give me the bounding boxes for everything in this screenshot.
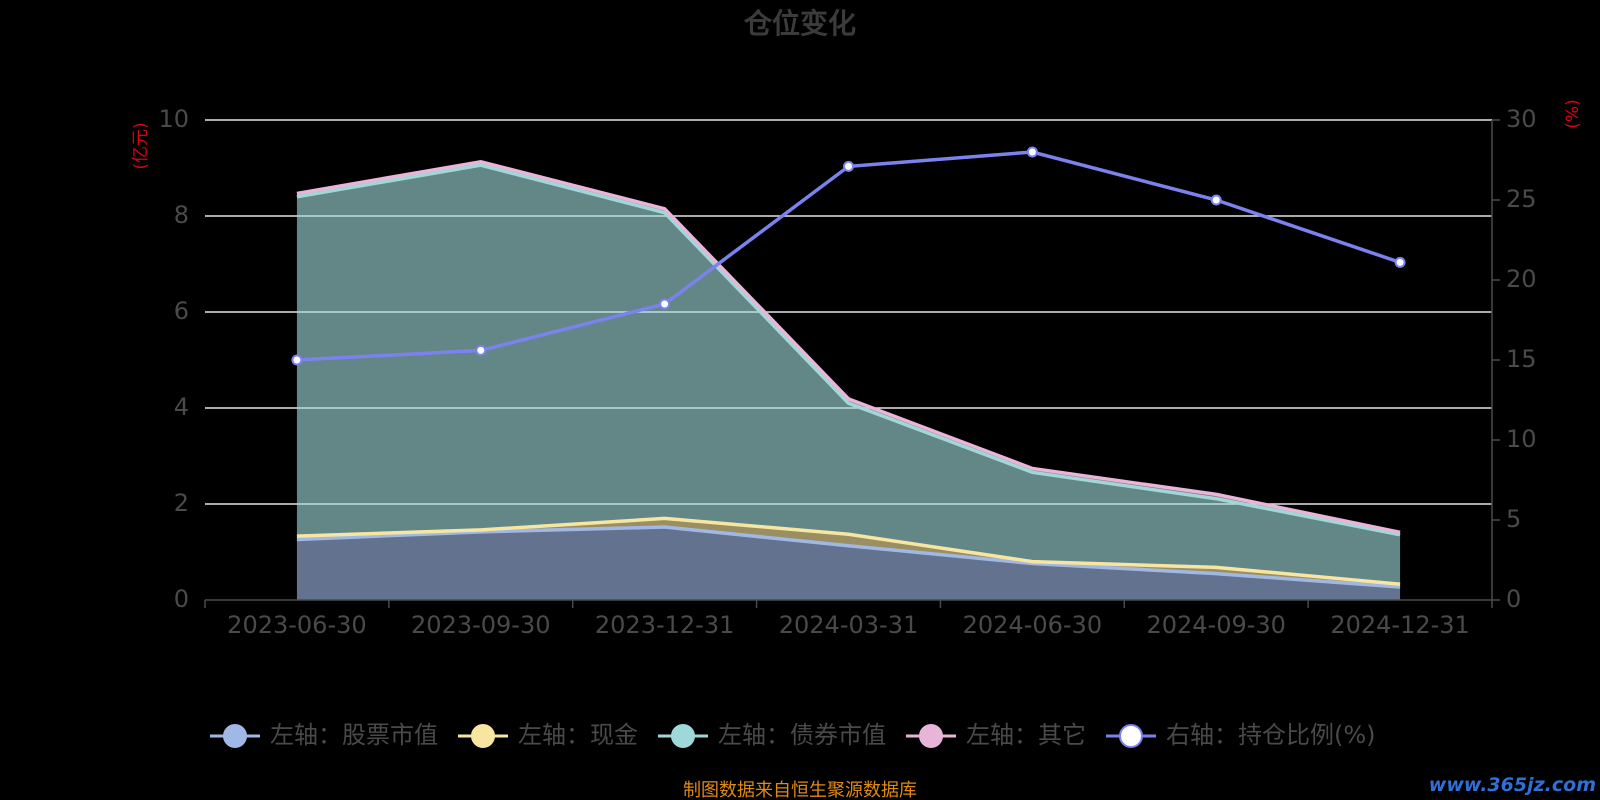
site-watermark: www.365jz.com <box>1429 774 1596 796</box>
legend-item[interactable]: 左轴：债券市值 <box>658 721 886 749</box>
x-tick-label: 2024-06-30 <box>963 611 1102 639</box>
legend-marker-icon <box>919 724 943 748</box>
x-tick-label: 2023-12-31 <box>595 611 734 639</box>
ratio-point <box>843 160 854 172</box>
right-tick-label: 20 <box>1506 265 1537 293</box>
legend-label: 左轴：股票市值 <box>270 721 438 749</box>
legend-item[interactable]: 右轴：持仓比例(%) <box>1106 721 1376 749</box>
ratio-point <box>659 298 671 310</box>
right-tick-label: 0 <box>1506 585 1521 613</box>
right-tick-label: 30 <box>1506 105 1537 133</box>
right-tick-label: 10 <box>1506 425 1537 453</box>
axes: 0 2 4 6 8 10 0 5 10 15 20 25 30 2023-06-30 2023-09-30 2… <box>158 105 1536 639</box>
stacked-areas <box>296 159 1401 600</box>
area-左轴：债券市值 <box>296 165 1401 585</box>
ratio-point <box>291 354 303 366</box>
legend-marker-icon <box>1119 724 1143 748</box>
right-tick-label: 5 <box>1506 505 1521 533</box>
x-tick-label: 2024-03-31 <box>779 611 918 639</box>
area-edge-左轴：债券市值 <box>296 163 1401 537</box>
right-tick-label: 15 <box>1506 345 1537 373</box>
left-tick-label: 0 <box>174 585 189 613</box>
left-tick-label: 4 <box>174 393 189 421</box>
ratio-point <box>1210 194 1222 206</box>
right-axis-unit: (%) <box>1563 99 1583 128</box>
area-左轴：股票市值 <box>296 527 1401 600</box>
legend-label: 左轴：现金 <box>518 721 638 749</box>
legend-item[interactable]: 左轴：其它 <box>906 721 1086 749</box>
ratio-point <box>475 344 487 356</box>
legend-item[interactable]: 左轴：股票市值 <box>210 721 438 749</box>
holding-ratio-line <box>291 146 1406 366</box>
legend-label: 左轴：债券市值 <box>718 721 886 749</box>
chart-title: 仓位变化 <box>744 7 856 40</box>
x-tick-label: 2023-09-30 <box>411 611 550 639</box>
x-tick-label: 2024-09-30 <box>1146 611 1285 639</box>
legend-marker-icon <box>471 724 495 748</box>
area-edge-左轴：其它 <box>296 159 1401 535</box>
legend-marker-icon <box>671 724 695 748</box>
x-tick-label: 2023-06-30 <box>227 611 366 639</box>
data-source-note: 制图数据来自恒生聚源数据库 <box>683 780 917 800</box>
ratio-point <box>1026 146 1038 158</box>
ratio-point <box>1394 256 1406 268</box>
left-tick-label: 6 <box>174 297 189 325</box>
area-edge-左轴：现金 <box>296 516 1401 586</box>
left-axis-unit: (亿元) <box>131 122 151 169</box>
left-tick-label: 2 <box>174 489 189 517</box>
left-tick-label: 10 <box>158 105 189 133</box>
legend-label: 右轴：持仓比例(%) <box>1166 721 1376 749</box>
left-tick-label: 8 <box>174 201 189 229</box>
legend-label: 左轴：其它 <box>966 721 1086 749</box>
x-tick-label: 2024-12-31 <box>1330 611 1469 639</box>
right-tick-label: 25 <box>1506 185 1537 213</box>
area-edge-左轴：股票市值 <box>296 525 1401 589</box>
legend[interactable]: 左轴：股票市值 左轴：现金 左轴：债券市值 左轴：其它 右轴：持仓比例(%) <box>210 721 1376 749</box>
legend-marker-icon <box>223 724 247 748</box>
legend-item[interactable]: 左轴：现金 <box>458 721 638 749</box>
